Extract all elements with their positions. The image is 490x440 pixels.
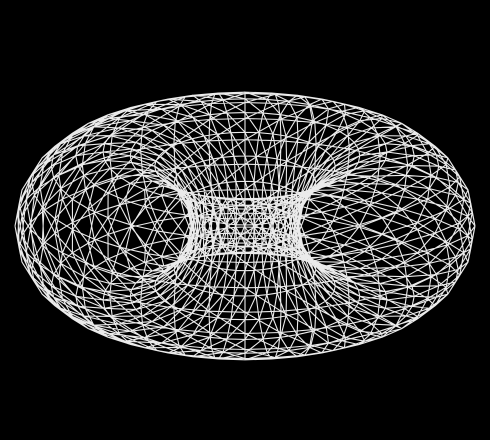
torus-mesh-lines — [14, 91, 476, 361]
torus-wireframe-icon — [14, 91, 476, 361]
